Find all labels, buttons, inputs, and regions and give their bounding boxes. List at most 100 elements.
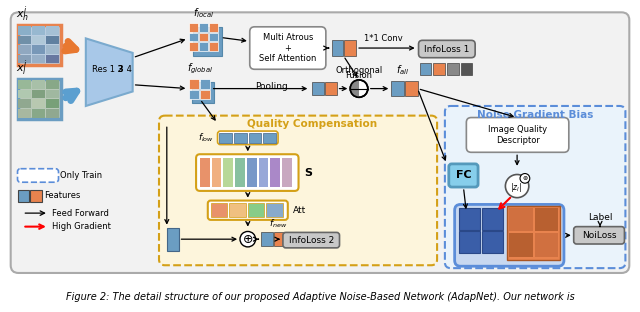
Text: Label: Label	[588, 213, 612, 222]
Bar	[211, 203, 227, 217]
Bar	[200, 90, 210, 99]
Circle shape	[350, 80, 368, 97]
Bar	[461, 64, 472, 75]
Bar	[344, 40, 356, 56]
Bar	[447, 64, 458, 75]
Bar	[270, 158, 280, 187]
Bar	[209, 42, 218, 51]
FancyBboxPatch shape	[283, 232, 339, 248]
Bar	[189, 90, 199, 99]
Text: High Gradient: High Gradient	[52, 222, 111, 231]
Text: $\oplus$: $\oplus$	[242, 233, 253, 246]
Text: $x_h^i$: $x_h^i$	[15, 4, 29, 24]
Bar	[32, 36, 45, 44]
Bar	[46, 99, 58, 108]
Bar	[30, 190, 42, 202]
Bar	[248, 203, 264, 217]
Bar	[259, 158, 268, 187]
Bar	[229, 203, 246, 217]
Bar	[199, 42, 208, 51]
Text: Quality Compensation: Quality Compensation	[247, 119, 377, 129]
Bar	[46, 26, 58, 35]
Text: $|z_l|$: $|z_l|$	[510, 181, 522, 193]
Text: Figure 2: The detail structure of our proposed Adaptive Noise-Based Network (Ada: Figure 2: The detail structure of our pr…	[66, 292, 574, 302]
Bar	[19, 109, 31, 118]
Bar	[46, 109, 58, 118]
Bar	[46, 80, 58, 89]
Bar	[391, 81, 404, 96]
Bar	[264, 133, 276, 143]
Text: 4: 4	[124, 65, 132, 74]
Bar	[189, 23, 198, 32]
Wedge shape	[350, 80, 359, 97]
FancyBboxPatch shape	[208, 201, 288, 220]
Bar	[32, 45, 45, 54]
FancyBboxPatch shape	[454, 204, 564, 266]
Bar	[482, 208, 504, 230]
Text: Image Quality
Descriptor: Image Quality Descriptor	[488, 125, 547, 145]
Text: Fusion: Fusion	[346, 71, 372, 80]
Bar	[17, 25, 61, 66]
Text: 1*1 Conv: 1*1 Conv	[364, 34, 403, 43]
FancyBboxPatch shape	[196, 154, 298, 191]
Bar	[325, 82, 337, 95]
Bar	[19, 99, 31, 108]
FancyBboxPatch shape	[573, 227, 625, 244]
Bar	[200, 79, 210, 89]
Bar	[312, 82, 324, 95]
Bar	[209, 33, 218, 41]
Bar	[189, 42, 198, 51]
Text: Orthogonal: Orthogonal	[335, 66, 383, 75]
Text: $f_{all}$: $f_{all}$	[396, 63, 410, 77]
Bar	[200, 158, 210, 187]
FancyBboxPatch shape	[445, 106, 625, 268]
FancyBboxPatch shape	[17, 169, 58, 182]
Bar	[32, 80, 45, 89]
Bar	[46, 90, 58, 98]
Bar	[17, 190, 29, 202]
Text: Noise Gradient Bias: Noise Gradient Bias	[477, 110, 593, 120]
Text: $f_{local}$: $f_{local}$	[193, 6, 214, 20]
Bar	[458, 232, 480, 253]
Bar	[19, 36, 31, 44]
Text: S: S	[305, 168, 312, 178]
Bar	[509, 208, 532, 232]
Text: Features: Features	[44, 191, 80, 200]
Bar	[46, 55, 58, 64]
Bar	[420, 64, 431, 75]
Bar	[247, 158, 257, 187]
Bar	[19, 26, 31, 35]
Text: $f_{global}$: $f_{global}$	[187, 62, 213, 76]
Bar	[209, 23, 218, 32]
Circle shape	[240, 232, 255, 247]
Bar	[223, 158, 233, 187]
Bar	[212, 158, 221, 187]
Bar	[282, 158, 292, 187]
Bar	[19, 55, 31, 64]
Bar	[508, 206, 560, 261]
Polygon shape	[86, 38, 132, 106]
Bar	[266, 203, 283, 217]
Bar	[199, 23, 208, 32]
FancyBboxPatch shape	[419, 40, 475, 58]
Bar	[167, 227, 179, 251]
Text: $f_{low}$: $f_{low}$	[198, 132, 214, 144]
Bar	[405, 81, 417, 96]
Bar	[32, 90, 45, 98]
Bar	[235, 158, 245, 187]
Text: InfoLoss 1: InfoLoss 1	[424, 45, 470, 54]
Bar	[534, 208, 558, 232]
Bar	[274, 232, 286, 246]
Bar	[19, 90, 31, 98]
Bar	[46, 36, 58, 44]
Bar	[189, 33, 198, 41]
Text: InfoLoss 2: InfoLoss 2	[289, 236, 334, 245]
FancyBboxPatch shape	[467, 118, 569, 152]
Bar	[32, 99, 45, 108]
FancyBboxPatch shape	[449, 164, 478, 187]
Text: NoiLoss: NoiLoss	[582, 231, 616, 240]
Bar	[193, 27, 223, 56]
Bar	[189, 79, 199, 89]
Bar	[433, 64, 445, 75]
Text: $f_{new}$: $f_{new}$	[269, 217, 287, 230]
